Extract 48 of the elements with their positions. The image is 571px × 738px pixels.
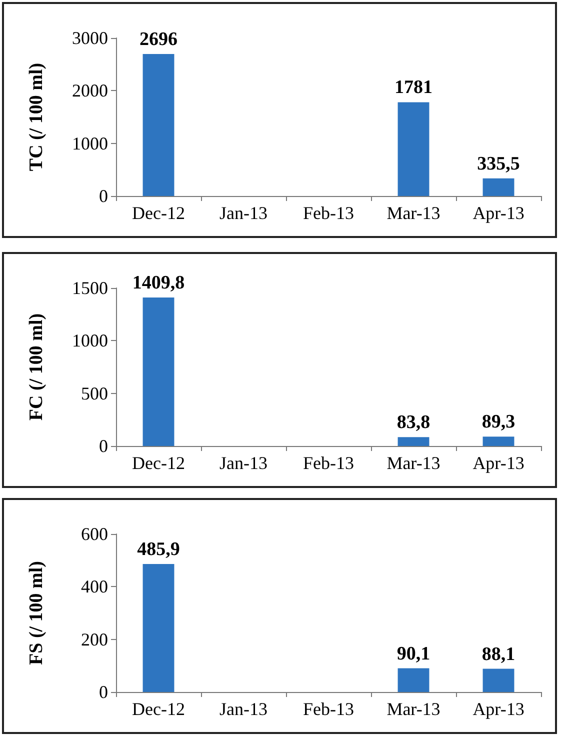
- y-tick-label: 2000: [72, 80, 108, 101]
- bar: [398, 437, 430, 446]
- x-tick-label: Dec-12: [132, 203, 185, 223]
- bar: [398, 668, 430, 692]
- x-tick-label: Jan-13: [220, 699, 268, 719]
- y-tick-label: 1000: [72, 133, 108, 154]
- x-tick-label: Dec-12: [132, 699, 185, 719]
- data-label: 90,1: [396, 643, 430, 664]
- data-label: 1409,8: [132, 272, 185, 294]
- x-tick-label: Feb-13: [303, 453, 354, 473]
- bar: [142, 54, 174, 196]
- y-tick-label: 200: [81, 629, 108, 650]
- bar: [142, 298, 174, 446]
- x-tick-label: Jan-13: [220, 203, 268, 223]
- bar: [482, 436, 514, 446]
- y-tick-label: 0: [99, 186, 108, 206]
- x-tick-label: Mar-13: [386, 453, 440, 473]
- data-label: 485,9: [137, 539, 180, 560]
- x-tick-label: Dec-12: [132, 453, 185, 473]
- x-tick-label: Apr-13: [472, 203, 524, 223]
- x-tick-label: Jan-13: [220, 453, 268, 473]
- y-tick-label: 0: [99, 436, 108, 456]
- x-tick-label: Apr-13: [472, 699, 524, 719]
- y-axis-title: TC (/ 100 ml): [26, 62, 47, 172]
- bar: [482, 178, 514, 196]
- x-tick-label: Feb-13: [303, 699, 354, 719]
- x-tick-label: Mar-13: [386, 203, 440, 223]
- bar: [142, 564, 174, 692]
- y-tick-label: 400: [81, 576, 108, 597]
- bar: [482, 668, 514, 692]
- y-tick-label: 0: [99, 682, 108, 702]
- data-label: 335,5: [477, 153, 520, 174]
- data-label: 83,8: [396, 412, 430, 434]
- y-tick-label: 600: [81, 524, 108, 544]
- x-tick-label: Feb-13: [303, 203, 354, 223]
- x-tick-label: Apr-13: [472, 453, 524, 473]
- bar: [398, 102, 430, 196]
- data-label: 1781: [394, 77, 432, 98]
- y-axis-title: FS (/ 100 ml): [26, 561, 47, 665]
- x-tick-label: Mar-13: [386, 699, 440, 719]
- y-axis-title: FC (/ 100 ml): [26, 313, 47, 421]
- data-label: 89,3: [482, 412, 516, 433]
- y-tick-label: 1000: [72, 330, 108, 351]
- y-tick-label: 1500: [72, 278, 108, 298]
- y-tick-label: 3000: [72, 28, 108, 48]
- data-label: 88,1: [482, 644, 516, 665]
- data-label: 2696: [140, 29, 178, 50]
- y-tick-label: 500: [81, 383, 108, 404]
